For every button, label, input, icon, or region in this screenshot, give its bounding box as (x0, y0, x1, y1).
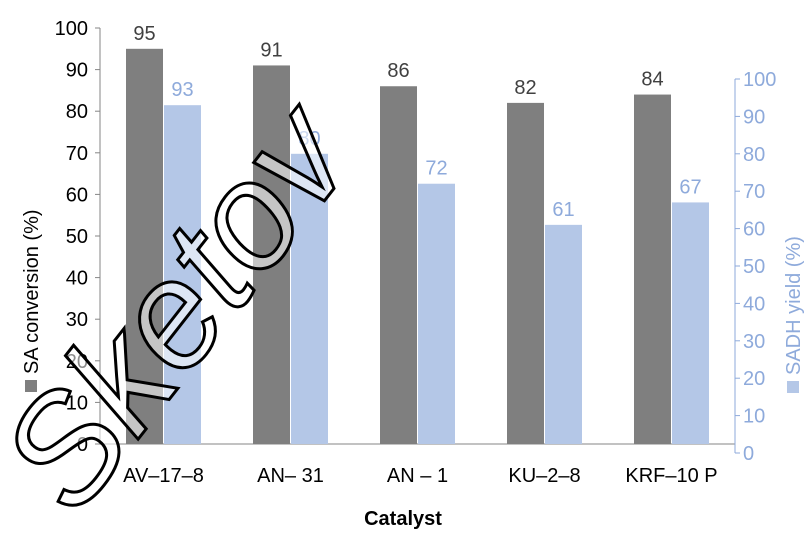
category-label: AV–17–8 (123, 465, 204, 487)
left-tick-label: 90 (66, 60, 88, 82)
left-tick-label: 20 (66, 351, 88, 373)
bar-sa-conversion (507, 102, 544, 444)
left-tick-label: 70 (66, 143, 88, 165)
labels: 0 10 20 30 40 50 60 70 80 90 100 0 10 20 30 40 50 60 70 80 9… (21, 18, 805, 487)
left-tick-label: 80 (66, 101, 88, 123)
data-label-sadh-yield: 93 (171, 79, 193, 101)
right-tick-label: 100 (743, 69, 776, 91)
right-tick-label: 40 (743, 293, 765, 315)
data-label-sadh-yield: 80 (298, 128, 320, 150)
right-tick-label: 20 (743, 368, 765, 390)
bar-sadh-yield (672, 202, 709, 444)
left-axis-title-text: SA conversion (%) (21, 209, 43, 374)
left-tick-label: 100 (55, 18, 88, 40)
bar-sa-conversion (253, 65, 290, 444)
bars (126, 48, 709, 445)
axes (95, 27, 740, 454)
data-label-sa-conversion: 84 (641, 69, 663, 91)
left-axis-title: SA conversion (%) (21, 209, 43, 392)
right-axis-title: SADH yield (%) (783, 236, 805, 393)
right-tick-label: 70 (743, 181, 765, 203)
category-label: KRF–10 P (625, 465, 717, 487)
left-tick-label: 10 (66, 392, 88, 414)
left-tick-label: 50 (66, 226, 88, 248)
category-label: KU–2–8 (508, 465, 580, 487)
bar-sa-conversion (634, 94, 671, 444)
left-tick-label: 0 (77, 434, 88, 456)
data-label-sadh-yield: 72 (425, 158, 447, 180)
x-axis-title: Catalyst (364, 508, 442, 530)
category-label: AN – 1 (387, 465, 448, 487)
legend-marker-sa-conversion (25, 380, 37, 392)
right-tick-label: 90 (743, 106, 765, 128)
right-tick-label: 30 (743, 331, 765, 353)
right-tick-label: 80 (743, 144, 765, 166)
right-axis-title-text: SADH yield (%) (783, 236, 805, 375)
right-tick-label: 0 (743, 443, 754, 465)
bar-sa-conversion (126, 48, 163, 445)
left-tick-label: 60 (66, 184, 88, 206)
bar-sadh-yield (418, 183, 455, 444)
left-tick-label: 30 (66, 309, 88, 331)
data-label-sa-conversion: 82 (514, 77, 536, 99)
bar-sadh-yield (164, 105, 201, 445)
data-label-sadh-yield: 67 (679, 176, 701, 198)
right-tick-label: 60 (743, 219, 765, 241)
bar-sadh-yield (291, 153, 328, 445)
data-label-sa-conversion: 91 (260, 39, 282, 61)
data-label-sa-conversion: 95 (133, 23, 155, 45)
bar-sadh-yield (545, 224, 582, 444)
right-tick-label: 50 (743, 256, 765, 278)
category-label: AN– 31 (257, 465, 324, 487)
legend-marker-sadh-yield (787, 381, 799, 393)
data-label-sadh-yield: 61 (552, 199, 574, 221)
data-label-sa-conversion: 86 (387, 60, 409, 82)
left-tick-label: 40 (66, 268, 88, 290)
right-tick-label: 10 (743, 406, 765, 428)
bar-sa-conversion (380, 86, 417, 445)
